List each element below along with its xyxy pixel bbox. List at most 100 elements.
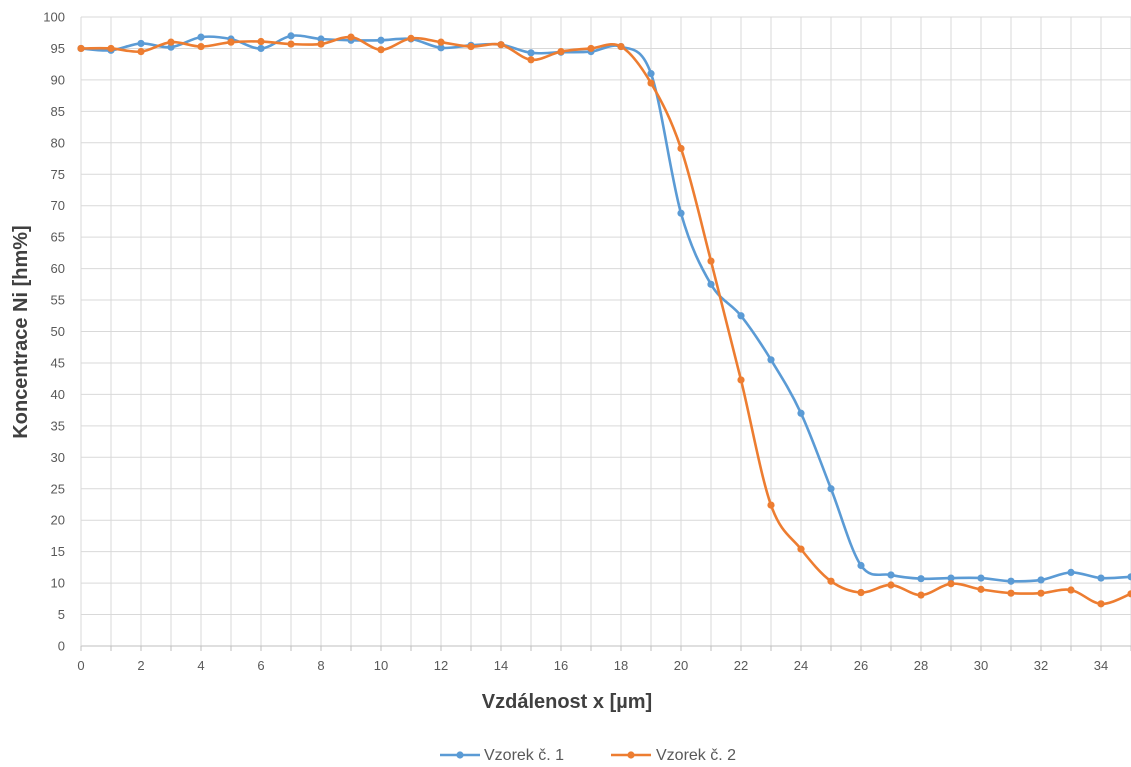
data-point <box>707 257 715 265</box>
data-point <box>767 356 775 364</box>
data-point <box>317 40 325 48</box>
x-tick-label: 4 <box>197 658 204 673</box>
tick-labels: 0510152025303540455055606570758085909510… <box>43 10 1108 674</box>
data-point <box>137 47 145 56</box>
data-point <box>1067 586 1075 594</box>
data-point <box>917 591 925 599</box>
y-tick-label: 85 <box>51 104 65 119</box>
data-point <box>1037 589 1045 597</box>
x-tick-label: 28 <box>914 658 928 673</box>
data-point <box>917 575 925 583</box>
data-point <box>377 46 385 54</box>
x-tick-label: 6 <box>257 658 264 673</box>
data-point <box>437 38 445 46</box>
data-point <box>317 35 325 43</box>
data-point <box>467 42 475 51</box>
data-point <box>827 577 835 585</box>
data-point <box>1067 568 1075 577</box>
legend-item: Vzorek č. 1 <box>440 747 564 764</box>
y-tick-label: 35 <box>51 418 65 433</box>
data-point <box>857 588 865 597</box>
series-1 <box>77 32 1131 585</box>
legend-label: Vzorek č. 1 <box>484 747 564 764</box>
data-point <box>1097 574 1105 582</box>
data-point <box>1127 590 1131 598</box>
data-point <box>1037 576 1045 584</box>
data-point <box>857 561 865 570</box>
data-point <box>287 40 295 48</box>
data-point <box>77 44 85 53</box>
data-point <box>107 44 115 53</box>
y-tick-label: 90 <box>51 72 65 87</box>
x-tick-label: 32 <box>1034 658 1048 673</box>
gridlines <box>81 16 1131 647</box>
data-point <box>437 44 445 52</box>
y-tick-label: 70 <box>51 198 65 213</box>
y-tick-label: 60 <box>51 261 65 276</box>
series-line <box>79 35 1131 606</box>
data-point <box>977 574 985 582</box>
data-point <box>737 376 745 384</box>
data-point <box>677 144 685 153</box>
y-tick-label: 80 <box>51 135 65 150</box>
data-point <box>227 38 235 46</box>
y-tick-label: 30 <box>51 450 65 465</box>
data-point <box>287 32 295 40</box>
x-tick-label: 14 <box>494 658 508 673</box>
data-point <box>167 38 175 46</box>
data-point <box>347 33 355 41</box>
data-point <box>767 501 775 509</box>
x-tick-label: 16 <box>554 658 568 673</box>
data-point <box>947 574 955 582</box>
data-point <box>887 581 895 589</box>
y-tick-label: 25 <box>51 481 65 496</box>
data-point <box>797 545 805 553</box>
x-tick-label: 8 <box>317 658 324 673</box>
y-tick-label: 55 <box>51 293 65 308</box>
data-point <box>677 209 685 217</box>
y-tick-label: 95 <box>51 41 65 56</box>
legend-swatch-marker <box>627 751 635 759</box>
data-point <box>197 33 205 41</box>
y-tick-label: 45 <box>51 355 65 370</box>
data-point <box>557 47 565 56</box>
series-lines <box>77 32 1131 608</box>
y-tick-label: 75 <box>51 167 65 182</box>
x-tick-label: 12 <box>434 658 448 673</box>
y-tick-label: 0 <box>58 639 65 654</box>
legend-item: Vzorek č. 2 <box>611 747 736 764</box>
data-point <box>647 79 655 87</box>
data-point <box>167 43 175 51</box>
data-point <box>887 571 895 579</box>
x-tick-label: 20 <box>674 658 688 673</box>
data-point <box>377 36 385 44</box>
y-tick-label: 100 <box>43 10 65 25</box>
y-tick-label: 10 <box>51 576 65 591</box>
data-point <box>137 39 145 48</box>
y-tick-label: 20 <box>51 513 65 528</box>
x-tick-label: 2 <box>137 658 144 673</box>
x-tick-label: 10 <box>374 658 388 673</box>
data-point <box>797 409 805 417</box>
data-point <box>707 280 715 288</box>
y-axis-title: Koncentrace Ni [hm%] <box>10 225 32 438</box>
data-point <box>257 37 265 46</box>
data-point <box>407 34 415 42</box>
axes <box>80 17 1131 651</box>
data-point <box>497 41 505 49</box>
y-tick-label: 50 <box>51 324 65 339</box>
x-tick-label: 24 <box>794 658 808 673</box>
data-point <box>1007 577 1015 585</box>
y-tick-label: 15 <box>51 544 65 559</box>
data-point <box>827 485 835 493</box>
x-tick-label: 26 <box>854 658 868 673</box>
data-point <box>197 42 205 51</box>
x-tick-label: 18 <box>614 658 628 673</box>
y-tick-label: 65 <box>51 230 65 245</box>
data-point <box>527 49 535 57</box>
data-point <box>1007 589 1015 597</box>
x-tick-label: 34 <box>1094 658 1108 673</box>
data-point <box>1097 600 1105 608</box>
data-point <box>947 580 955 588</box>
